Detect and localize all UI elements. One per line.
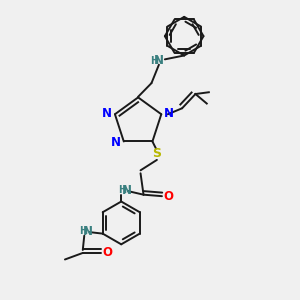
Text: N: N	[122, 184, 132, 197]
Text: N: N	[164, 106, 174, 119]
Text: H: H	[79, 226, 87, 236]
Text: N: N	[83, 225, 93, 238]
Text: N: N	[154, 54, 164, 67]
Text: N: N	[102, 106, 112, 119]
Text: H: H	[150, 56, 158, 66]
Text: S: S	[152, 148, 161, 160]
Text: O: O	[102, 246, 112, 260]
Text: H: H	[118, 185, 126, 195]
Text: O: O	[163, 190, 173, 203]
Text: N: N	[110, 136, 121, 148]
